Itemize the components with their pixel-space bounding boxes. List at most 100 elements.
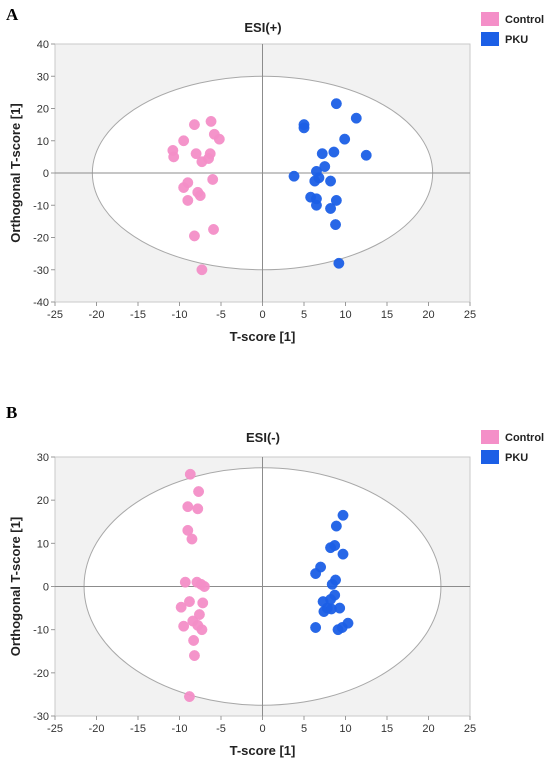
data-point-control bbox=[197, 597, 209, 609]
y-tick-label: -30 bbox=[33, 265, 49, 277]
x-tick-label: -25 bbox=[47, 723, 63, 735]
data-point-control bbox=[168, 151, 180, 163]
legend-swatch-control bbox=[481, 12, 499, 26]
x-tick-label: 15 bbox=[381, 723, 393, 735]
chart-panel-b: -25 -20 -15 -10 -5 0 5 10 15 20 25 30 20 10 0 -10 -20 -30… bbox=[6, 403, 544, 758]
data-point-pku bbox=[325, 175, 337, 187]
legend-label-pku: PKU bbox=[505, 34, 528, 46]
data-point-control bbox=[179, 576, 191, 588]
y-tick-label: -40 bbox=[33, 297, 49, 309]
x-tick-label: -15 bbox=[130, 723, 146, 735]
data-point-pku bbox=[330, 520, 342, 532]
panel-letter: A bbox=[6, 5, 19, 24]
x-tick-label: 15 bbox=[381, 309, 393, 321]
data-point-control bbox=[178, 620, 190, 632]
legend-swatch-control bbox=[481, 430, 499, 444]
legend-label-control: Control bbox=[505, 432, 544, 444]
data-point-control bbox=[190, 148, 202, 160]
data-point-pku bbox=[310, 568, 322, 579]
data-point-control bbox=[186, 533, 198, 545]
data-point-pku bbox=[330, 194, 342, 206]
data-point-control bbox=[182, 501, 194, 513]
x-tick-label: -10 bbox=[172, 723, 188, 735]
data-point-control bbox=[196, 264, 208, 276]
data-point-pku bbox=[319, 161, 331, 173]
legend: Control PKU bbox=[481, 12, 544, 46]
data-point-pku bbox=[325, 203, 337, 214]
data-point-control bbox=[205, 115, 217, 127]
y-tick-label: -10 bbox=[33, 625, 49, 637]
data-point-control bbox=[193, 609, 205, 621]
panel-letter: B bbox=[6, 403, 17, 422]
data-point-control bbox=[194, 190, 206, 202]
data-point-pku bbox=[333, 257, 345, 269]
x-axis-title: T-score [1] bbox=[230, 329, 296, 344]
data-point-control bbox=[207, 174, 219, 185]
x-tick-label: 5 bbox=[301, 309, 307, 321]
x-tick-label: -25 bbox=[47, 309, 63, 321]
data-point-pku bbox=[337, 548, 349, 560]
legend-label-pku: PKU bbox=[505, 452, 528, 464]
data-point-pku bbox=[288, 170, 300, 182]
data-point-control bbox=[188, 119, 200, 131]
data-point-pku bbox=[309, 175, 321, 187]
legend-swatch-pku bbox=[481, 32, 499, 46]
data-point-control bbox=[193, 486, 205, 497]
data-point-control bbox=[184, 691, 195, 703]
x-tick-label: 10 bbox=[339, 309, 351, 321]
data-point-pku bbox=[326, 578, 338, 590]
y-tick-label: 30 bbox=[37, 452, 49, 464]
data-point-control bbox=[196, 156, 208, 168]
y-tick-label: 20 bbox=[37, 495, 49, 507]
y-tick-label: -20 bbox=[33, 233, 49, 245]
data-point-pku bbox=[310, 622, 322, 633]
data-point-pku bbox=[316, 148, 328, 160]
data-point-pku bbox=[298, 122, 310, 134]
y-tick-label: 10 bbox=[37, 538, 49, 550]
data-point-control bbox=[178, 135, 190, 147]
x-tick-label: 25 bbox=[464, 309, 476, 321]
data-point-control bbox=[198, 581, 210, 592]
x-tick-label: 5 bbox=[301, 723, 307, 735]
chart-title: ESI(+) bbox=[244, 20, 281, 35]
data-point-pku bbox=[334, 602, 346, 614]
data-point-pku bbox=[360, 149, 372, 161]
data-point-control bbox=[192, 503, 204, 515]
x-tick-label: 0 bbox=[259, 723, 265, 735]
data-point-control bbox=[188, 230, 200, 242]
data-point-control bbox=[175, 601, 187, 613]
data-point-pku bbox=[332, 624, 344, 636]
x-tick-label: 0 bbox=[259, 309, 265, 321]
data-point-pku bbox=[350, 112, 362, 124]
data-point-control bbox=[196, 624, 208, 636]
data-point-control bbox=[208, 223, 219, 235]
x-tick-label: 10 bbox=[339, 723, 351, 735]
data-point-control bbox=[184, 468, 196, 480]
y-tick-label: 40 bbox=[37, 39, 49, 51]
data-point-control bbox=[188, 650, 200, 662]
y-axis-title: Orthogonal T-score [1] bbox=[8, 103, 23, 242]
x-tick-label: 20 bbox=[422, 309, 434, 321]
x-axis-title: T-score [1] bbox=[230, 743, 296, 758]
legend-label-control: Control bbox=[505, 14, 544, 26]
y-tick-label: -30 bbox=[33, 711, 49, 723]
y-tick-label: -20 bbox=[33, 668, 49, 680]
x-tick-label: -5 bbox=[216, 309, 226, 321]
data-point-control bbox=[182, 177, 194, 189]
data-point-pku bbox=[339, 133, 351, 145]
data-point-control bbox=[182, 194, 194, 206]
data-point-control bbox=[184, 596, 195, 608]
y-tick-label: 20 bbox=[37, 104, 49, 116]
data-point-pku bbox=[325, 542, 337, 554]
data-point-control bbox=[188, 635, 200, 646]
x-tick-label: -10 bbox=[172, 309, 188, 321]
y-tick-label: 0 bbox=[43, 168, 49, 180]
data-point-pku bbox=[311, 199, 322, 211]
chart-panel-a: -25 -20 -15 -10 -5 0 5 10 15 20 25 40 30 20 10 0 -10 -20 -… bbox=[6, 5, 544, 344]
x-tick-label: -20 bbox=[89, 723, 105, 735]
legend-swatch-pku bbox=[481, 450, 499, 464]
y-tick-label: 0 bbox=[43, 582, 49, 594]
y-tick-label: 10 bbox=[37, 136, 49, 148]
x-tick-label: -20 bbox=[89, 309, 105, 321]
